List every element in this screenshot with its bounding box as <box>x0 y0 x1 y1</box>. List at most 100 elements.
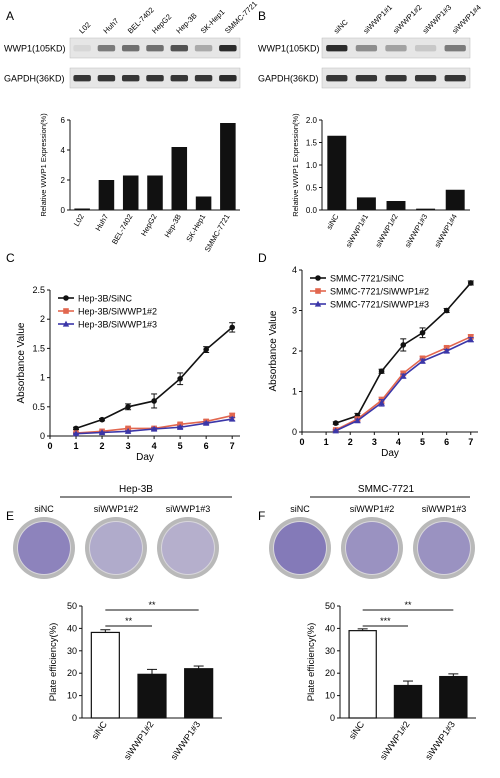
line-c-point <box>203 346 209 353</box>
blot-a-lane-label: Hep-3B <box>174 11 198 35</box>
bar-b-y-tick-label: 1.0 <box>306 161 318 170</box>
eff-e-y-tick-label: 10 <box>67 691 77 701</box>
blot-b-lane-label: siWWP1#4 <box>450 3 483 36</box>
line-d-y-tick-label: 1 <box>292 387 297 397</box>
eff-e-y-tick-label: 40 <box>67 623 77 633</box>
blot-a-wwp1-band <box>170 45 189 52</box>
bar-b-bar <box>327 135 347 210</box>
bar-a-y-tick-label: 0 <box>61 206 66 215</box>
bar-b-x-tick-label: siWWP1#4 <box>433 213 459 250</box>
line-d-point <box>354 417 361 424</box>
bar-b-y-tick-label: 0.5 <box>306 184 318 193</box>
bar-a-x-tick-label: SK-Hep1 <box>184 213 207 244</box>
line-d-y-tick-label: 3 <box>292 306 297 316</box>
blot-a-gapdh-band <box>73 75 91 82</box>
dish-layer: siNC siWWP1#2 siWWP1#3 siNC siWWP1#2 siWWP1#3 <box>13 504 475 579</box>
blot-b-gapdh-band <box>326 75 348 82</box>
dish-f-stain <box>418 522 470 574</box>
line-c-y-tick-label: 1.5 <box>32 343 45 353</box>
line-d-legend-marker <box>315 288 321 294</box>
bar-a-y-axis-title: Relative WWP1 Expression(%) <box>39 113 48 217</box>
line-d-x-tick-label: 2 <box>348 437 353 447</box>
bar-a-bar <box>98 180 115 210</box>
blot-a-gapdh-label: GAPDH(36KD) <box>4 74 65 84</box>
blot-b-wwp1-membrane <box>321 37 471 59</box>
line-d-point <box>443 347 450 354</box>
eff-f-bar <box>439 675 468 719</box>
bar-b-bar <box>386 201 406 210</box>
dish-f-dish <box>417 521 471 575</box>
blot-a-wwp1-band <box>97 45 116 52</box>
blot-a-wwp1-band <box>146 45 164 52</box>
line-d-point <box>378 399 385 406</box>
eff-e-bar <box>137 673 167 719</box>
line-c-y-tick-label: 0.5 <box>32 402 45 412</box>
bar-a-bar <box>122 175 139 210</box>
dish-e-stain <box>162 522 214 574</box>
line-c-point <box>228 415 236 422</box>
blot-a-gapdh-band <box>194 75 213 82</box>
bar-a-bar <box>171 147 188 210</box>
blot-b-wwp1-band <box>326 45 348 52</box>
dish-f-stain <box>346 522 398 574</box>
blot-b-wwp1-band <box>355 45 378 52</box>
line-d-x-tick-label: 6 <box>444 437 449 447</box>
bar-a-x-tick-label: Hep-3B <box>163 213 184 240</box>
line-c-x-tick-label: 3 <box>126 441 131 451</box>
eff-e-x-tick-label: siWWP1#3 <box>169 719 203 761</box>
bar-b-x-tick-label: siWWP1#3 <box>403 213 429 250</box>
line-d-x-tick-label: 4 <box>396 437 401 447</box>
blot-a-gapdh-band <box>219 75 237 82</box>
line-c-point <box>150 425 158 432</box>
line-d-point <box>419 357 426 364</box>
cell-line-f: SMMC-7721 <box>358 484 415 495</box>
bar-b-y-axis-title: Relative WWP1 Expression(%) <box>291 113 300 217</box>
blot-a-lane-label: Huh7 <box>101 16 120 35</box>
line-c-legend-label: Hep-3B/SiWWP1#2 <box>78 307 157 317</box>
bar-a-y-tick-label: 6 <box>61 116 66 125</box>
bar-b-y-tick-label: 2.0 <box>306 116 318 125</box>
line-c-x-axis-title: Day <box>136 452 154 463</box>
bar-b-bar <box>356 197 376 210</box>
line-c-point <box>229 324 235 331</box>
bar-a-x-tick-label: L02 <box>72 213 86 228</box>
panel-label-c: C <box>6 251 15 265</box>
bar-b-y-tick-label: 0.0 <box>306 206 318 215</box>
eff-e-x-tick-label: siNC <box>90 719 110 741</box>
blot-a-wwp1-band <box>121 45 140 52</box>
blot-b-gapdh-band <box>355 75 378 82</box>
line-d-point <box>332 420 339 426</box>
line-c-x-tick-label: 4 <box>152 441 157 451</box>
eff-e-y-tick-label: 50 <box>67 601 77 611</box>
bar-a-x-tick-label: SMMC-7721 <box>203 213 232 254</box>
eff-e-sig-label: ** <box>148 600 156 610</box>
line-d-x-tick-label: 7 <box>468 437 473 447</box>
line-c-x-tick-label: 6 <box>204 441 209 451</box>
line-d-y-tick-label: 0 <box>292 427 297 437</box>
bar-a-y-tick-label: 4 <box>61 146 66 155</box>
line-c-y-tick-label: 2 <box>40 314 45 324</box>
line-c-x-tick-label: 5 <box>178 441 183 451</box>
dish-e-dish <box>89 521 143 575</box>
blot-b-wwp1-band <box>444 45 466 52</box>
line-c-point <box>98 429 106 436</box>
blot-a-gapdh-band <box>146 75 164 82</box>
bar-a-bar <box>220 123 236 210</box>
blot-b-gapdh-band <box>385 75 407 82</box>
bar-b-x-tick-label: siWWP1#1 <box>344 213 370 250</box>
line-c-point <box>124 427 132 434</box>
line-d-x-axis-title: Day <box>381 448 399 459</box>
blot-b-lane-label: siNC <box>332 17 350 35</box>
line-d-point <box>419 329 426 336</box>
dish-f-dish <box>345 521 399 575</box>
line-d-x-tick-label: 3 <box>372 437 377 447</box>
eff-f-x-tick-label: siNC <box>347 719 367 741</box>
panel-label-d: D <box>258 251 267 265</box>
blot-b-gapdh-band <box>444 75 466 82</box>
line-c-point <box>151 398 157 404</box>
dish-f-dish-label: siNC <box>290 504 310 514</box>
eff-e-sig-label: ** <box>125 616 133 626</box>
